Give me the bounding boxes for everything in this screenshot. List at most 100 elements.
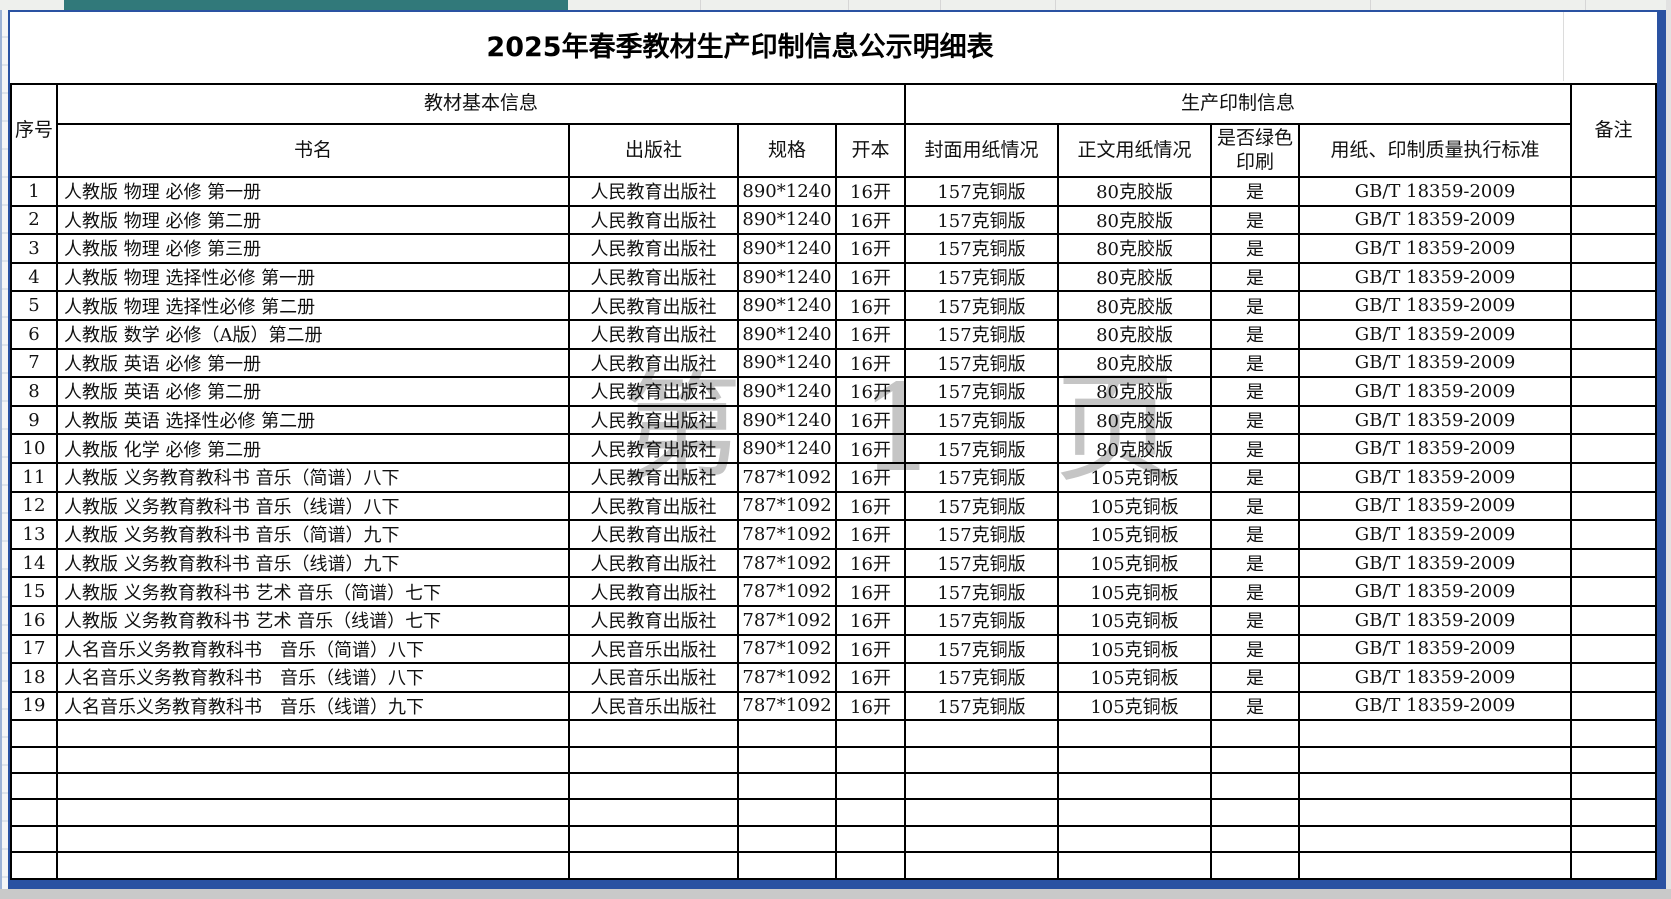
cell-book-title: 人教版 物理 必修 第二册 — [56, 204, 570, 236]
cell-body-paper: 105克铜板 — [1057, 604, 1213, 636]
cell-remark — [1570, 347, 1657, 379]
cell-cover-paper: 157克铜版 — [904, 318, 1060, 350]
gridline — [1370, 0, 1371, 10]
title-block: 2025年春季教材生产印制信息公示明细表 — [10, 12, 1657, 83]
cell-green-print: 是 — [1210, 204, 1301, 236]
table-row: 13 人教版 义务教育教科书 音乐（简谱）九下 人民教育出版社 787*1092 16开… — [10, 519, 1657, 550]
cell-remark — [1570, 745, 1657, 775]
cell-cover-paper: 157克铜版 — [904, 204, 1060, 236]
cell-standard: GB/T 18359-2009 — [1298, 433, 1573, 464]
cell-no: 13 — [10, 519, 58, 550]
table-row: 10 人教版 化学 必修 第二册 人民教育出版社 890*1240 16开 157克铜版 8… — [10, 433, 1657, 464]
cell-remark — [1570, 376, 1657, 407]
header-green-print: 是否绿色印刷 — [1210, 123, 1301, 178]
table-row: 11 人教版 义务教育教科书 音乐（简谱）八下 人民教育出版社 787*1092 16开… — [10, 461, 1657, 493]
gridline — [700, 0, 701, 10]
cell-standard: GB/T 18359-2009 — [1298, 204, 1573, 236]
table-row: 1 人教版 物理 必修 第一册 人民教育出版社 890*1240 16开 157克铜版 80… — [10, 176, 1657, 207]
cell-standard — [1298, 851, 1573, 880]
cell-spec — [737, 824, 837, 854]
table-row: 4 人教版 物理 选择性必修 第一册 人民教育出版社 890*1240 16开 157克铜… — [10, 261, 1657, 293]
cell-body-paper: 80克胶版 — [1057, 290, 1213, 321]
cell-cover-paper: 157克铜版 — [904, 290, 1060, 321]
cell-remark — [1570, 233, 1657, 264]
cell-body-paper: 105克铜板 — [1057, 690, 1213, 722]
cell-body-paper — [1057, 719, 1213, 748]
cell-cover-paper: 157克铜版 — [904, 176, 1060, 207]
cell-publisher — [568, 851, 739, 880]
cell-spec: 890*1240 — [737, 318, 837, 350]
cell-book-title: 人教版 物理 选择性必修 第二册 — [56, 290, 570, 321]
cell-body-paper: 105克铜板 — [1057, 461, 1213, 493]
cell-body-paper: 80克胶版 — [1057, 176, 1213, 207]
cell-publisher: 人民教育出版社 — [568, 318, 739, 350]
cell-publisher: 人民音乐出版社 — [568, 633, 739, 665]
cell-publisher: 人民教育出版社 — [568, 519, 739, 550]
cell-format: 16开 — [834, 261, 907, 293]
cell-book-title: 人教版 义务教育教科书 艺术 音乐（线谱）七下 — [56, 604, 570, 636]
cell-spec: 890*1240 — [737, 204, 837, 236]
cell-green-print — [1210, 772, 1301, 801]
cell-no: 3 — [10, 233, 58, 264]
cell-cover-paper — [904, 745, 1060, 775]
cell-body-paper: 105克铜板 — [1057, 576, 1213, 607]
cell-body-paper — [1057, 772, 1213, 801]
cell-standard: GB/T 18359-2009 — [1298, 376, 1573, 407]
cell-remark — [1570, 176, 1657, 207]
cell-format — [834, 824, 907, 854]
cell-remark — [1570, 547, 1657, 579]
cell-remark — [1570, 851, 1657, 880]
cell-remark — [1570, 662, 1657, 693]
cell-spec: 890*1240 — [737, 176, 837, 207]
window-left-strip — [0, 10, 8, 889]
cell-spec: 890*1240 — [737, 433, 837, 464]
cell-publisher — [568, 798, 739, 827]
cell-cover-paper: 157克铜版 — [904, 633, 1060, 665]
cell-remark — [1570, 433, 1657, 464]
cell-format — [834, 719, 907, 748]
cell-no: 2 — [10, 204, 58, 236]
cell-green-print: 是 — [1210, 576, 1301, 607]
cell-body-paper: 80克胶版 — [1057, 204, 1213, 236]
cell-cover-paper — [904, 824, 1060, 854]
cell-green-print: 是 — [1210, 461, 1301, 493]
cell-format: 16开 — [834, 404, 907, 436]
cell-spec: 787*1092 — [737, 519, 837, 550]
cell-body-paper: 105克铜板 — [1057, 490, 1213, 522]
cell-standard — [1298, 719, 1573, 748]
cell-book-title: 人名音乐义务教育教科书 音乐（线谱）八下 — [56, 662, 570, 693]
empty-table-row — [10, 772, 1657, 801]
cell-standard: GB/T 18359-2009 — [1298, 662, 1573, 693]
cell-format: 16开 — [834, 547, 907, 579]
cell-spec: 787*1092 — [737, 662, 837, 693]
cell-book-title: 人教版 义务教育教科书 艺术 音乐（简谱）七下 — [56, 576, 570, 607]
cell-format: 16开 — [834, 176, 907, 207]
cell-book-title: 人教版 英语 必修 第一册 — [56, 347, 570, 379]
cell-cover-paper — [904, 851, 1060, 880]
empty-table-row — [10, 719, 1657, 748]
cell-body-paper — [1057, 745, 1213, 775]
cell-remark — [1570, 798, 1657, 827]
table-row: 6 人教版 数学 必修（A版）第二册 人民教育出版社 890*1240 16开 157克铜… — [10, 318, 1657, 350]
cell-spec: 787*1092 — [737, 633, 837, 665]
table-row: 8 人教版 英语 必修 第二册 人民教育出版社 890*1240 16开 157克铜版 80… — [10, 376, 1657, 407]
cell-cover-paper — [904, 772, 1060, 801]
cell-format: 16开 — [834, 376, 907, 407]
cell-green-print — [1210, 745, 1301, 775]
cell-format: 16开 — [834, 204, 907, 236]
cell-spec — [737, 745, 837, 775]
cell-cover-paper: 157克铜版 — [904, 519, 1060, 550]
cell-publisher: 人民教育出版社 — [568, 233, 739, 264]
header-cover-paper: 封面用纸情况 — [904, 123, 1060, 178]
page-title: 2025年春季教材生产印制信息公示明细表 — [486, 32, 994, 63]
cell-publisher: 人民教育出版社 — [568, 176, 739, 207]
cell-cover-paper: 157克铜版 — [904, 576, 1060, 607]
cell-book-title: 人教版 义务教育教科书 音乐（简谱）九下 — [56, 519, 570, 550]
cell-body-paper — [1057, 798, 1213, 827]
cell-spec: 890*1240 — [737, 290, 837, 321]
table-row: 16 人教版 义务教育教科书 艺术 音乐（线谱）七下 人民教育出版社 787*1092… — [10, 604, 1657, 636]
window-top-strip — [0, 0, 1671, 10]
cell-book-title: 人教版 化学 必修 第二册 — [56, 433, 570, 464]
cell-book-title: 人教版 数学 必修（A版）第二册 — [56, 318, 570, 350]
